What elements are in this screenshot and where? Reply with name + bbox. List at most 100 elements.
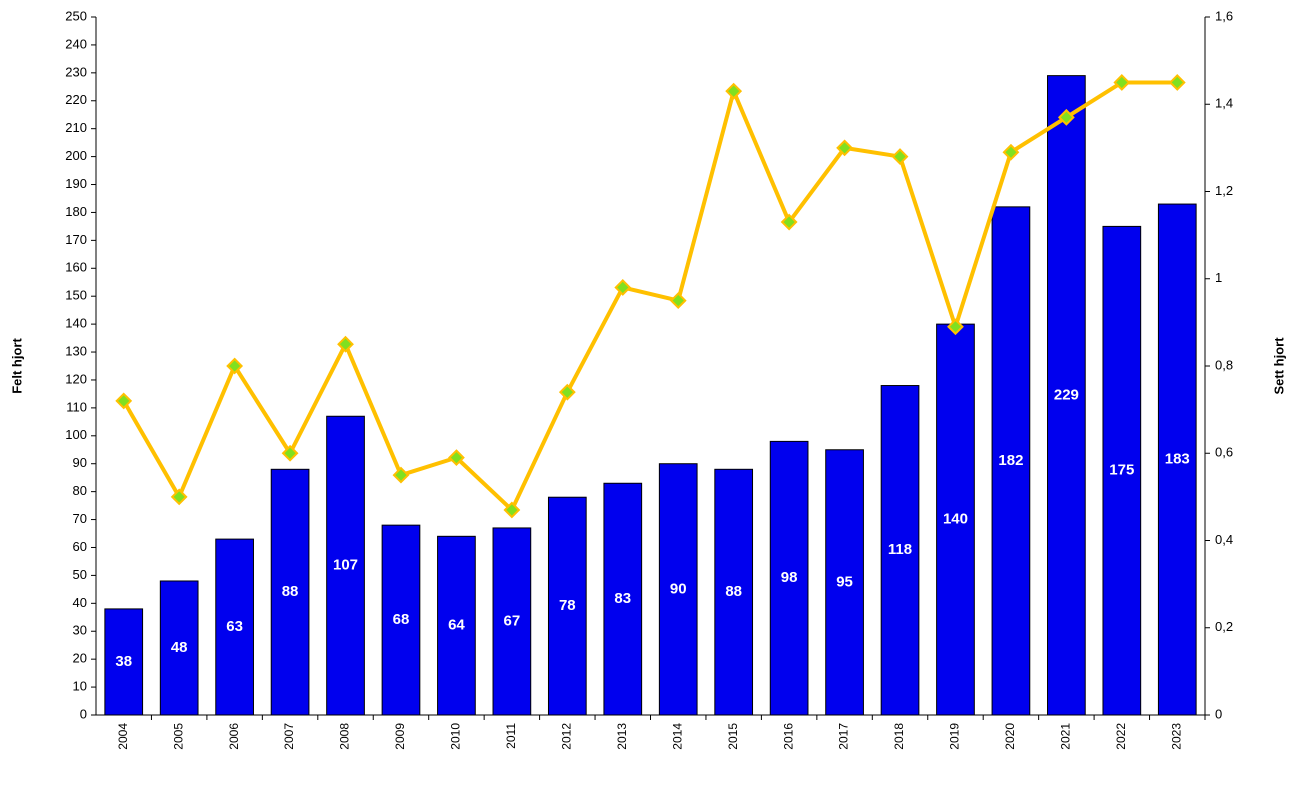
bar	[825, 449, 864, 716]
y2-tick-label: 0,8	[1215, 357, 1233, 372]
y-tick-label: 230	[65, 64, 87, 79]
bar	[1047, 75, 1086, 716]
x-tick-label: 2007	[282, 723, 296, 750]
bar-label: 38	[115, 653, 132, 670]
y-tick-label: 140	[65, 316, 87, 331]
marker	[891, 148, 909, 166]
x-tick-label: 2006	[227, 723, 241, 750]
y-tick-label: 220	[65, 92, 87, 107]
x-tick-label: 2014	[670, 723, 684, 750]
y2-tick-label: 0,2	[1215, 619, 1233, 634]
y-tick-label: 10	[73, 679, 87, 694]
marker	[558, 383, 576, 401]
bar	[215, 538, 254, 716]
y-tick-label: 240	[65, 36, 87, 51]
bar	[658, 463, 698, 716]
marker	[170, 488, 188, 506]
y-tick-label: 170	[65, 232, 87, 247]
bar	[159, 580, 199, 716]
bar-label: 63	[226, 618, 243, 635]
bar-label: 64	[448, 617, 465, 634]
marker	[1002, 143, 1020, 161]
y-tick-label: 30	[73, 623, 87, 638]
x-tick-label: 2004	[116, 723, 130, 750]
y-tick-label: 50	[73, 567, 87, 582]
x-tick-label: 2010	[449, 723, 463, 750]
y-tick-label: 0	[80, 706, 87, 721]
y-tick-label: 190	[65, 176, 87, 191]
y-tick-label: 210	[65, 120, 87, 135]
marker	[448, 449, 465, 467]
x-tick-label: 2013	[615, 723, 629, 750]
y-tick-label: 180	[65, 204, 87, 219]
bar	[769, 440, 809, 716]
bar	[381, 524, 421, 716]
y-tick-label: 70	[73, 511, 87, 526]
x-tick-label: 2012	[559, 723, 573, 750]
bar-label: 48	[171, 639, 188, 656]
bar	[714, 468, 754, 716]
marker	[226, 357, 244, 375]
bar-label: 182	[998, 452, 1023, 469]
y-tick-label: 20	[73, 651, 87, 666]
y-tick-label: 100	[65, 427, 87, 442]
y2-tick-label: 0	[1215, 706, 1222, 721]
bar-label: 183	[1165, 451, 1190, 468]
x-tick-label: 2016	[781, 723, 795, 750]
bar-label: 78	[559, 597, 576, 614]
bar	[603, 482, 643, 716]
marker	[1168, 74, 1186, 91]
marker	[780, 213, 798, 231]
x-tick-label: 2021	[1059, 723, 1073, 750]
y-tick-label: 160	[65, 260, 87, 275]
y-tick-label: 80	[73, 483, 87, 498]
bar	[1102, 225, 1142, 716]
marker	[669, 292, 687, 309]
bar-label: 88	[282, 583, 299, 600]
bar-label: 107	[333, 557, 358, 574]
x-tick-label: 2020	[1003, 723, 1017, 750]
bar	[936, 323, 975, 716]
x-tick-label: 2008	[338, 723, 352, 750]
bar-label: 68	[393, 611, 410, 628]
y2-axis-label: Sett hjort	[1271, 337, 1286, 395]
bar-label: 83	[614, 590, 631, 607]
bar	[104, 608, 144, 716]
bar	[270, 468, 310, 716]
line	[121, 80, 1178, 512]
bar	[991, 206, 1031, 716]
y-tick-label: 110	[66, 399, 87, 414]
y-tick-label: 200	[65, 148, 87, 163]
y2-tick-label: 0,4	[1215, 532, 1233, 547]
y-tick-label: 90	[73, 455, 87, 470]
x-tick-label: 2022	[1114, 723, 1128, 750]
marker	[614, 279, 632, 296]
y-tick-label: 60	[73, 539, 87, 554]
x-tick-label: 2019	[948, 723, 962, 750]
marker	[836, 139, 853, 157]
y2-tick-label: 1,4	[1215, 96, 1233, 111]
marker	[1057, 108, 1075, 126]
bar	[492, 527, 532, 716]
x-tick-label: 2015	[726, 723, 740, 750]
y2-tick-label: 0,6	[1215, 445, 1233, 460]
bar-label: 118	[888, 541, 912, 558]
bar-label: 98	[781, 569, 798, 586]
y2-tick-label: 1,2	[1215, 183, 1233, 198]
y-tick-label: 250	[65, 8, 87, 23]
bar	[880, 385, 920, 716]
marker	[1113, 74, 1131, 91]
marker	[115, 392, 133, 410]
bar-label: 140	[943, 511, 968, 528]
x-tick-label: 2018	[892, 723, 906, 750]
marker	[281, 444, 299, 462]
y-tick-label: 120	[65, 371, 87, 386]
x-tick-label: 2011	[504, 723, 518, 749]
bar-label: 175	[1109, 462, 1134, 479]
bar	[547, 496, 587, 716]
y2-tick-label: 1	[1215, 270, 1222, 285]
y-tick-label: 150	[65, 288, 87, 303]
x-tick-label: 2005	[171, 723, 185, 750]
